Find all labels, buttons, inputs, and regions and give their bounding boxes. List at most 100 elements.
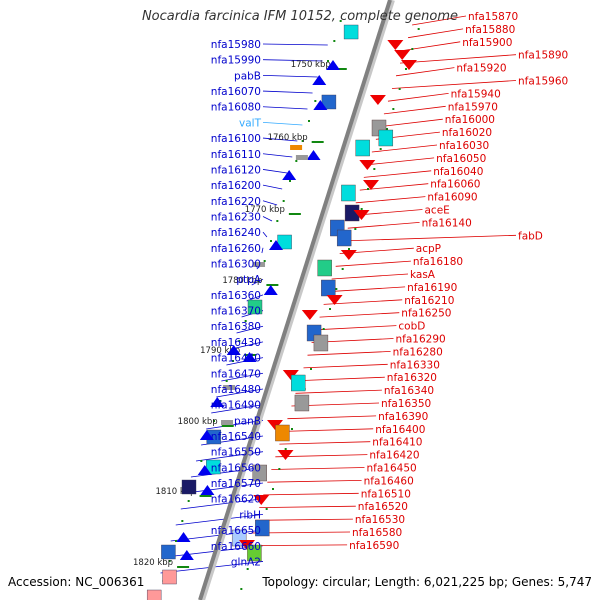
track-dot: [398, 88, 401, 90]
right-gene-label: fabD: [518, 230, 543, 242]
gene-block-right: [313, 334, 329, 352]
right-connector: [263, 492, 359, 496]
right-connector: [271, 467, 365, 470]
right-connector: [403, 41, 461, 51]
track-dot: [339, 20, 342, 22]
right-connector: [267, 480, 362, 483]
right-connector: [315, 325, 397, 331]
right-connector: [412, 15, 467, 26]
gene-arrow-right: [277, 450, 294, 460]
left-gene-label: ptpA: [236, 274, 261, 286]
track-dot: [219, 400, 222, 402]
right-gene-label: nfa16210: [404, 295, 454, 307]
right-connector: [299, 376, 385, 381]
right-gene-label: nfa16340: [384, 385, 434, 397]
left-gene-label: nfa15990: [211, 55, 261, 67]
left-connector: [195, 451, 264, 462]
right-connector: [387, 93, 449, 102]
left-gene-label: nfa16100: [211, 133, 261, 145]
track-dot: [246, 568, 249, 570]
tick-label: 1800 kbp: [178, 417, 218, 427]
genome-backbone: [198, 0, 392, 600]
track-dot: [200, 460, 203, 462]
gene-block-right: [291, 374, 306, 392]
left-connector: [261, 247, 264, 254]
right-gene-label: nfa16400: [375, 424, 425, 436]
left-gene-label: nfa16620: [211, 494, 261, 506]
right-connector: [395, 67, 455, 77]
right-gene-label: aceE: [425, 205, 450, 217]
left-gene-label: nfa16080: [211, 102, 261, 114]
gene-arrow-left: [242, 352, 257, 362]
tick-label: 1770 kbp: [245, 205, 285, 215]
right-gene-label: nfa16090: [427, 192, 477, 204]
left-connector: [175, 514, 264, 526]
left-connector: [262, 200, 278, 206]
left-connector: [185, 482, 264, 494]
gene-block-left: [161, 544, 176, 560]
right-connector: [379, 118, 443, 127]
right-gene-label: nfa16050: [436, 153, 486, 165]
genome-summary-text: Topology: circular; Length: 6,021,225 bp…: [262, 575, 592, 589]
track-dot: [329, 308, 331, 310]
track-dot: [379, 148, 382, 150]
right-connector: [287, 415, 377, 420]
track-dot: [282, 200, 285, 202]
gene-arrow-right: [253, 495, 270, 505]
track-dot: [213, 420, 215, 422]
right-gene-label: nfa16520: [358, 501, 408, 513]
left-connector: [180, 498, 264, 510]
track-dot: [232, 360, 234, 362]
gene-block-left: [253, 262, 266, 267]
right-gene-label: nfa16280: [393, 346, 443, 358]
track-dot: [265, 508, 268, 510]
track-dot: [310, 368, 312, 370]
left-gene-label: nfa16490: [211, 400, 261, 412]
gene-arrow-left: [282, 170, 297, 180]
track-dot: [301, 140, 304, 142]
gene-block-left: [290, 145, 303, 150]
left-connector: [262, 122, 303, 126]
track-dot: [314, 100, 317, 102]
left-gene-label: nfa16220: [211, 196, 261, 208]
gene-arrow-left: [313, 100, 328, 110]
track-dot: [354, 228, 357, 230]
left-connector: [262, 90, 313, 94]
track-dot: [373, 168, 376, 170]
left-gene-label: nfa16360: [211, 290, 261, 302]
gene-block-right: [294, 394, 310, 412]
gene-block-left: [162, 569, 177, 585]
left-gene-label: panB: [234, 415, 261, 427]
gene-arrow-right: [267, 420, 283, 430]
left-gene-label: nfa16070: [211, 86, 261, 98]
gene-block-right: [341, 184, 356, 202]
gene-arrow-left: [226, 345, 241, 355]
track-dot: [341, 268, 344, 270]
track-dot: [175, 540, 177, 542]
track-dot: [270, 240, 272, 242]
right-connector: [355, 196, 426, 204]
gene-block-right: [378, 129, 394, 147]
right-gene-label: nfa16580: [352, 527, 402, 539]
track-dot: [335, 288, 338, 290]
gene-arrow-right: [387, 40, 404, 50]
right-gene-label: nfa16460: [364, 475, 414, 487]
right-connector: [275, 454, 368, 458]
left-connector: [262, 153, 293, 158]
left-gene-label: nfa16470: [211, 368, 261, 380]
right-gene-label: nfa16040: [433, 166, 483, 178]
track-dot: [367, 188, 369, 190]
gene-block-right: [336, 229, 352, 247]
left-gene-label: nfa16650: [211, 525, 261, 537]
right-connector: [391, 80, 517, 89]
gene-block-right: [247, 544, 262, 562]
gene-block-left: [223, 385, 236, 390]
gene-arrow-right: [363, 180, 379, 190]
right-gene-label: nfa16190: [407, 282, 457, 294]
left-connector: [221, 372, 264, 382]
left-connector: [231, 341, 264, 350]
left-gene-label: nfa16570: [211, 478, 261, 490]
gene-arrow-left: [179, 550, 194, 560]
right-gene-label: nfa15880: [465, 24, 515, 36]
